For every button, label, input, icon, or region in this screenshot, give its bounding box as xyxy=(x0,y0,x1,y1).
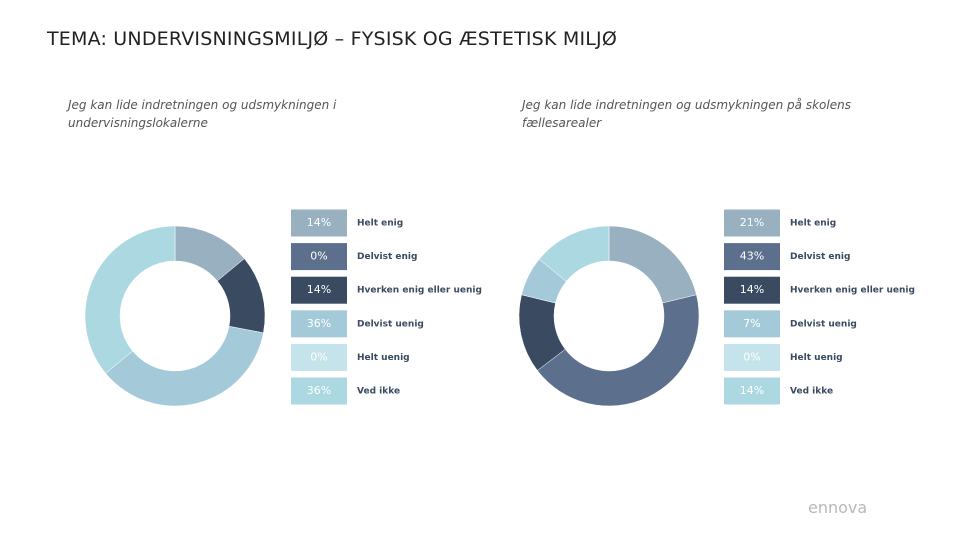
legend-label: Delvist enig xyxy=(790,252,850,262)
chart-title: Jeg kan lide indretningen og udsmykninge… xyxy=(522,98,851,130)
value-label: 36% xyxy=(307,317,331,330)
value-label: 14% xyxy=(740,283,764,296)
legend-swatch xyxy=(724,243,780,271)
donut-slice xyxy=(105,326,264,407)
legend-swatch xyxy=(291,377,347,405)
donut-slice xyxy=(84,225,176,374)
legend-swatch xyxy=(291,243,347,271)
donut-slice xyxy=(537,294,700,407)
value-label: 0% xyxy=(310,350,327,363)
legend-label: Helt uenig xyxy=(790,353,843,363)
legend-swatch xyxy=(291,209,347,237)
legend-swatch xyxy=(724,209,780,237)
legend-swatch xyxy=(291,310,347,338)
legend-label: Hverken enig eller uenig xyxy=(790,286,915,296)
page-title: TEMA: UNDERVISNINGSMILJØ – FYSISK OG ÆST… xyxy=(47,28,617,50)
value-label: 43% xyxy=(740,250,764,263)
legend-swatch xyxy=(724,276,780,304)
donut-slice xyxy=(608,225,697,304)
logo: ennova xyxy=(808,498,868,517)
legend-swatch xyxy=(724,310,780,338)
legend-label: Delvist uenig xyxy=(357,319,424,329)
legend-label: Ved ikke xyxy=(357,387,400,397)
value-label: 0% xyxy=(743,350,760,363)
legend-label: Delvist uenig xyxy=(790,319,857,329)
chart-title: Jeg kan lide indretningen og udsmykninge… xyxy=(68,98,337,130)
legend-label: Delvist enig xyxy=(357,252,417,262)
legend-swatch xyxy=(291,343,347,371)
value-label: 36% xyxy=(307,384,331,397)
legend-label: Helt uenig xyxy=(357,353,410,363)
legend-label: Helt enig xyxy=(357,219,403,229)
value-label: 14% xyxy=(307,216,331,229)
value-label: 14% xyxy=(740,384,764,397)
legend-label: Helt enig xyxy=(790,219,836,229)
legend-swatch xyxy=(291,276,347,304)
value-label: 0% xyxy=(310,250,327,263)
legend-swatch xyxy=(724,377,780,405)
value-label: 14% xyxy=(307,283,331,296)
value-label: 21% xyxy=(740,216,764,229)
donut-slice xyxy=(538,225,610,282)
legend-label: Hverken enig eller uenig xyxy=(357,286,482,296)
legend-swatch xyxy=(724,343,780,371)
value-label: 7% xyxy=(743,317,760,330)
legend-label: Ved ikke xyxy=(790,387,833,397)
